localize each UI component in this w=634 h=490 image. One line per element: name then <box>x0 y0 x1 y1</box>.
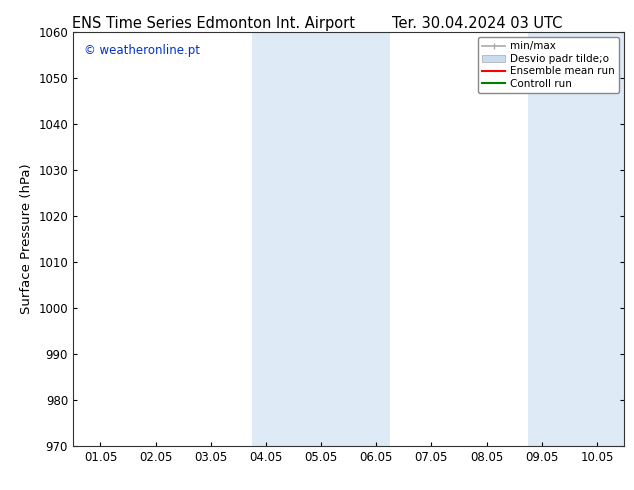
Bar <box>528 32 627 446</box>
Y-axis label: Surface Pressure (hPa): Surface Pressure (hPa) <box>20 164 33 314</box>
Text: © weatheronline.pt: © weatheronline.pt <box>84 44 200 57</box>
Text: ENS Time Series Edmonton Int. Airport        Ter. 30.04.2024 03 UTC: ENS Time Series Edmonton Int. Airport Te… <box>72 16 562 31</box>
Legend: min/max, Desvio padr tilde;o, Ensemble mean run, Controll run: min/max, Desvio padr tilde;o, Ensemble m… <box>478 37 619 93</box>
Bar <box>252 32 390 446</box>
